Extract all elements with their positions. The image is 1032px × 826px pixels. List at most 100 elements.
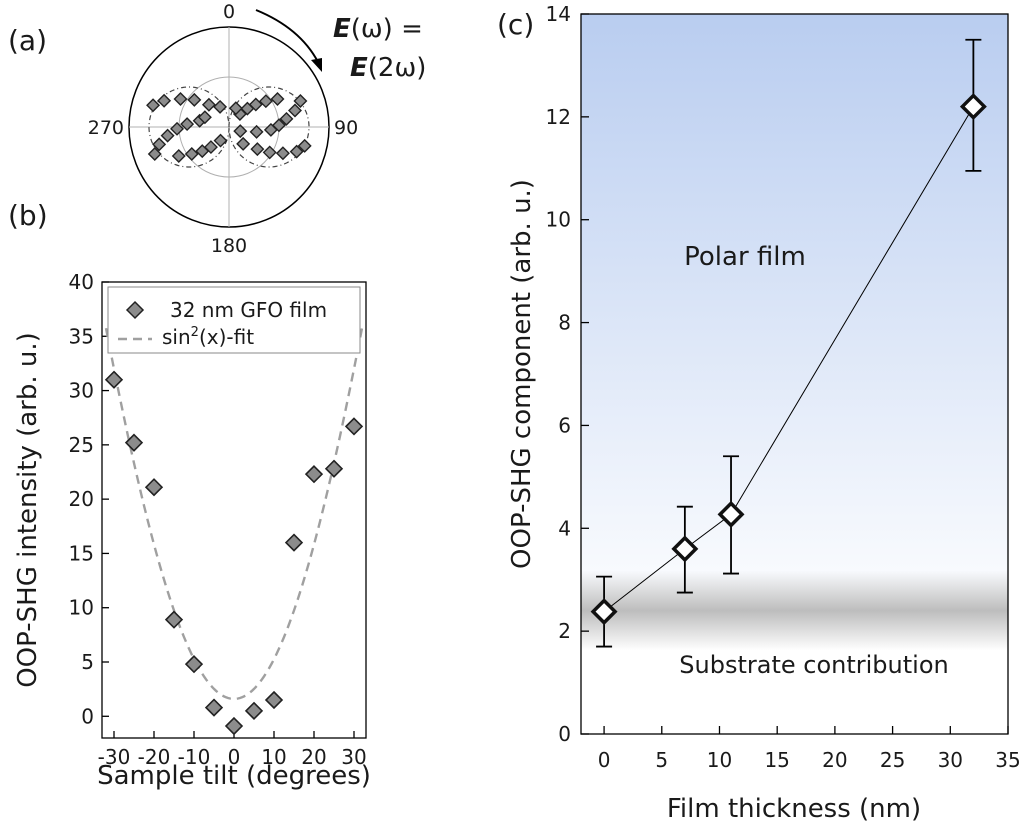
- b-point-1: [124, 433, 144, 452]
- polar-point-12: [297, 138, 312, 153]
- substrate-contribution-label: Substrate contribution: [679, 651, 948, 679]
- b-xtick-label-6: 30: [341, 745, 366, 769]
- c-point-2: [717, 500, 745, 528]
- panel-c-xlabel: Film thickness (nm): [667, 794, 921, 824]
- legend-fit-rest: (x)-fit: [199, 325, 254, 349]
- thickness-series-line: [603, 106, 974, 612]
- substrate-region: [581, 570, 1008, 651]
- c-ytick-label-4: 8: [558, 311, 571, 335]
- b-ytick-label-2: 10: [69, 596, 94, 620]
- legend-fit-label: sin2(x)-fit: [162, 325, 254, 349]
- polar-point-1: [287, 103, 302, 118]
- c-ytick-label-6: 12: [546, 105, 571, 129]
- b-point-7: [244, 701, 264, 720]
- panel-c-ylabel: OOP-SHG component (arb. u.): [507, 179, 537, 569]
- b-xtick-label-3: 0: [228, 745, 241, 769]
- b-point-3: [164, 610, 184, 629]
- panel-b-xlabel: Sample tilt (degrees): [97, 761, 371, 791]
- polar-data-points: [146, 92, 312, 163]
- panel-c-frame: [580, 13, 1009, 735]
- b-point-5: [204, 698, 224, 717]
- annotation-line-1-rest: (ω) =: [351, 14, 423, 44]
- polar-point-16: [250, 142, 265, 157]
- c-xtick-label-4: 20: [822, 748, 847, 772]
- b-point-2: [144, 478, 164, 497]
- polar-point-0: [293, 94, 308, 108]
- polar-point-34: [201, 97, 216, 112]
- panel-a-polar-plot: (a) 0 90 180 270 E(ω) = E(2ω): [8, 1, 426, 257]
- b-xtick-label-0: -30: [98, 745, 131, 769]
- polar-point-36: [228, 101, 243, 116]
- polar-point-5: [249, 124, 264, 139]
- polar-point-35: [213, 99, 228, 114]
- b-point-8: [264, 690, 284, 710]
- polar-film-label: Polar film: [684, 242, 806, 272]
- panel-b-data-points: [104, 370, 364, 736]
- panel-c-label: (c): [497, 8, 534, 41]
- polar-point-15: [262, 145, 277, 160]
- c-xtick-label-7: 35: [995, 748, 1020, 772]
- panel-b-legend: 32 nm GFO film sin2(x)-fit: [107, 286, 361, 354]
- b-point-6: [224, 716, 244, 736]
- polar-fit-curves: [148, 86, 310, 168]
- b-point-12: [344, 417, 364, 436]
- polar-point-32: [173, 92, 188, 106]
- c-ytick-label-2: 4: [558, 516, 571, 540]
- legend-marker-label: 32 nm GFO film: [170, 298, 327, 322]
- polar-point-28: [203, 140, 218, 155]
- polar-point-19: [152, 137, 167, 152]
- polar-tick-180: 180: [211, 235, 247, 257]
- polar-point-2: [279, 111, 294, 126]
- b-xtick-label-2: -10: [178, 745, 211, 769]
- annotation-line-2: E(2ω): [350, 53, 426, 83]
- c-xtick-label-1: 5: [655, 748, 668, 772]
- panel-c-ticks: 0 2 4 6 8 10 12 14 0 5 10 15 20 25 30 35: [546, 2, 1021, 772]
- legend-box: [107, 286, 361, 354]
- c-point-3: [959, 93, 987, 121]
- annotation-line-1-symbol: E: [333, 14, 351, 44]
- legend-fit-sup: 2: [191, 325, 199, 340]
- polarization-arrowhead-icon: [311, 58, 322, 72]
- c-ytick-label-1: 2: [558, 619, 571, 643]
- b-xtick-label-1: -20: [138, 745, 171, 769]
- polar-point-13: [289, 144, 304, 159]
- polar-point-17: [236, 136, 251, 151]
- polar-fit-line: [148, 86, 310, 168]
- polar-point-25: [171, 149, 186, 163]
- polarization-arrow-icon: [255, 9, 319, 63]
- c-point-0: [590, 598, 618, 626]
- panel-a-label: (a): [8, 24, 47, 57]
- polar-film-region: [581, 14, 1008, 634]
- c-point-1: [671, 535, 699, 563]
- polar-tick-90: 90: [334, 117, 358, 139]
- b-point-0: [104, 370, 124, 389]
- polar-point-7: [270, 92, 285, 106]
- b-ytick-label-4: 20: [69, 487, 94, 511]
- polar-point-20: [160, 128, 175, 143]
- b-ytick-label-7: 35: [69, 324, 94, 348]
- b-point-10: [304, 465, 324, 484]
- annotation-line-2-rest: (2ω): [368, 53, 427, 83]
- polar-point-8: [258, 94, 273, 109]
- c-ytick-label-5: 10: [546, 208, 571, 232]
- polar-point-21: [170, 121, 185, 136]
- b-xtick-label-4: 10: [261, 745, 286, 769]
- annotation-line-1: E(ω) =: [333, 14, 423, 44]
- c-ytick-label-7: 14: [546, 2, 571, 26]
- c-ytick-label-3: 6: [558, 413, 571, 437]
- b-xtick-label-5: 20: [301, 745, 326, 769]
- b-ytick-label-0: 0: [81, 704, 94, 728]
- panel-c-chart: (c) 0 2 4 6 8 10 12 14 0 5 10 15 20 25 30 35 Polar film…: [497, 2, 1021, 824]
- panel-b-label: (b): [8, 199, 48, 232]
- polar-point-18: [147, 147, 162, 162]
- b-ytick-label-1: 5: [81, 650, 94, 674]
- polar-tick-0: 0: [223, 1, 235, 23]
- b-ytick-label-3: 15: [69, 541, 94, 565]
- c-ytick-label-0: 0: [558, 722, 571, 746]
- polar-point-26: [184, 147, 199, 162]
- legend-fit-base: sin: [162, 325, 191, 349]
- polar-point-4: [263, 122, 278, 137]
- b-point-4: [184, 655, 204, 674]
- polar-point-14: [275, 146, 290, 161]
